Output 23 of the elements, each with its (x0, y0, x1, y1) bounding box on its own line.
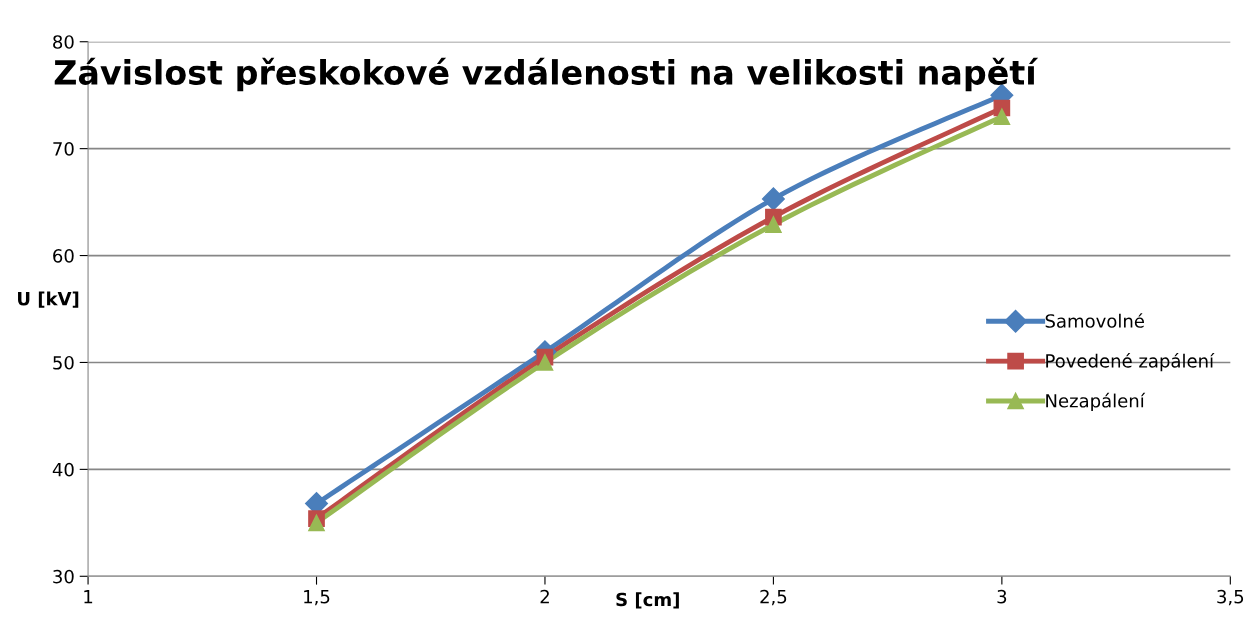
x-tick-label: 3 (997, 589, 1007, 604)
y-tick-label: 70 (53, 142, 74, 156)
y-tick-label: 50 (53, 355, 74, 370)
y-tick-label: 30 (53, 569, 74, 584)
y-tick-label: 40 (52, 462, 74, 477)
chart-title: Závislost přeskokové vzdálenosti na velikosti napětí (54, 57, 1039, 92)
point (536, 354, 554, 371)
legend-label: Samovolné (1045, 313, 1144, 328)
legend-label: Nezapálení (1046, 392, 1146, 412)
point (765, 216, 782, 233)
x-tick-label: 1 (84, 590, 93, 604)
y-tick-label: 60 (53, 249, 74, 263)
point (308, 514, 325, 532)
x-tick-label: 3,5 (1217, 589, 1244, 606)
point (761, 187, 785, 211)
point (993, 108, 1011, 125)
y-axis-title: U [kV] (18, 291, 79, 308)
legend-label: Povedené zapálení (1046, 353, 1215, 372)
x-axis-title: S [cm] (616, 592, 679, 609)
x-tick-label: 1,5 (304, 590, 330, 606)
x-tick-label: 2 (540, 589, 549, 604)
y-tick-label: 80 (53, 35, 74, 49)
x-tick-label: 2,5 (760, 589, 787, 606)
